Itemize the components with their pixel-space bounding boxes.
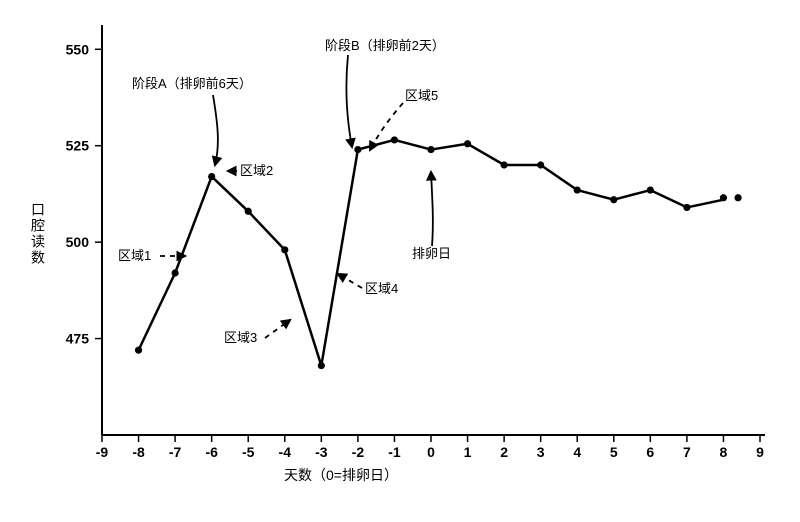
x-tick-label: -1 [388, 444, 401, 460]
x-tick-label: -8 [132, 444, 145, 460]
phaseB-label: 阶段B（排卵前2天） [325, 38, 445, 53]
y-axis-label: 数 [31, 250, 45, 266]
x-tick-label: -7 [169, 444, 182, 460]
data-marker [354, 146, 361, 153]
data-marker [208, 173, 215, 180]
ovday-label: 排卵日 [412, 246, 451, 261]
x-axis-label: 天数（0=排卵日） [284, 467, 398, 483]
x-tick-label: -3 [315, 444, 328, 460]
phaseB-arrow [346, 55, 352, 147]
zone5-label: 区域5 [405, 88, 438, 103]
y-tick-label: 550 [66, 41, 90, 57]
data-marker [734, 194, 741, 201]
zone3-label: 区域3 [224, 330, 257, 345]
zone1-label: 区域1 [118, 248, 151, 263]
x-tick-label: -4 [279, 444, 292, 460]
data-marker [647, 186, 654, 193]
y-tick-label: 525 [66, 138, 90, 154]
data-marker [464, 140, 471, 147]
data-marker [391, 136, 398, 143]
data-marker [610, 196, 617, 203]
y-axis-label: 腔 [31, 218, 45, 234]
ovday-arrow [431, 172, 433, 246]
data-marker [245, 208, 252, 215]
zone4-arrow [338, 274, 362, 288]
chart-svg: 475 500 525 550 -9 -8 -7 -6 -5 -4 -3 -2 -1 0 1 2 3 4 5 6 7 8 9… [0, 0, 800, 522]
data-marker [427, 146, 434, 153]
data-marker [135, 347, 142, 354]
x-tick-label: 8 [720, 444, 728, 460]
x-tick-label: -5 [242, 444, 255, 460]
x-tick-label: 3 [537, 444, 545, 460]
x-tick-label: 4 [573, 444, 581, 460]
y-tick-label: 475 [66, 331, 90, 347]
data-marker [683, 204, 690, 211]
y-tick-label: 500 [66, 234, 90, 250]
x-tick-label: 5 [610, 444, 618, 460]
data-marker [172, 269, 179, 276]
data-marker [318, 362, 325, 369]
data-marker [281, 246, 288, 253]
zone2-label: 区域2 [240, 163, 273, 178]
phaseA-label: 阶段A（排卵前6天） [132, 76, 252, 91]
x-tick-label: 0 [427, 444, 435, 460]
zone4-label: 区域4 [365, 281, 398, 296]
x-tick-label: -9 [96, 444, 109, 460]
y-axis-label: 口 [31, 202, 45, 218]
line-chart: 475 500 525 550 -9 -8 -7 -6 -5 -4 -3 -2 -1 0 1 2 3 4 5 6 7 8 9… [0, 0, 800, 522]
y-axis-label: 读 [31, 234, 45, 250]
x-tick-label: 2 [500, 444, 508, 460]
data-marker [501, 161, 508, 168]
x-tick-label: 6 [646, 444, 654, 460]
data-marker [574, 186, 581, 193]
x-tick-label: 1 [464, 444, 472, 460]
x-tick-label: 9 [756, 444, 764, 460]
data-marker [720, 194, 727, 201]
x-tick-label: -2 [352, 444, 365, 460]
phaseA-arrow [213, 95, 218, 165]
x-tick-label: 7 [683, 444, 691, 460]
x-tick-label: -6 [205, 444, 218, 460]
zone3-arrow [265, 320, 290, 338]
data-marker [537, 161, 544, 168]
